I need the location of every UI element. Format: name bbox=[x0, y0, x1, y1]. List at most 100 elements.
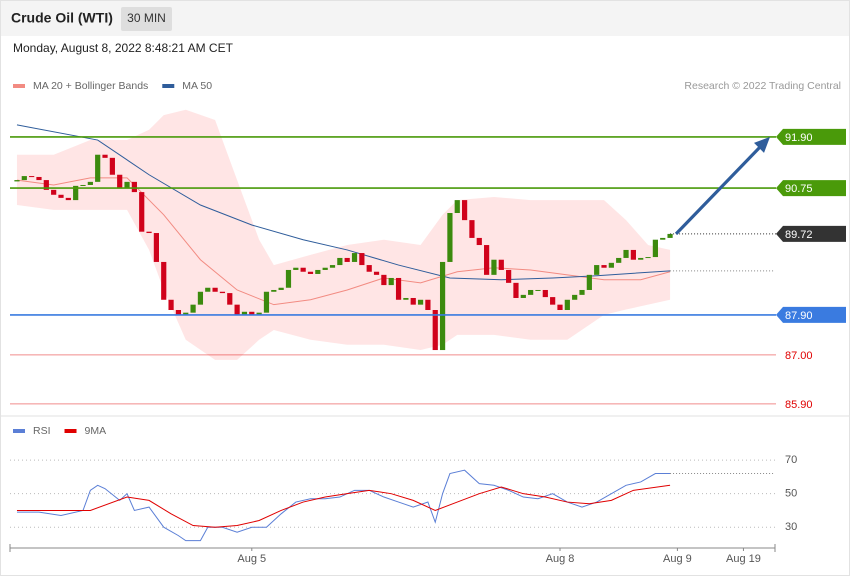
candle bbox=[109, 157, 115, 175]
candle bbox=[117, 174, 123, 189]
interval-badge[interactable] bbox=[121, 7, 172, 31]
candle bbox=[278, 287, 284, 290]
candle bbox=[351, 253, 358, 262]
candle bbox=[645, 257, 651, 259]
candle bbox=[102, 154, 108, 158]
candle bbox=[579, 289, 585, 295]
x-tick-label: Aug 5 bbox=[237, 553, 266, 565]
candle bbox=[322, 267, 328, 270]
candle bbox=[447, 213, 453, 262]
candle bbox=[161, 261, 167, 300]
candle bbox=[307, 271, 314, 274]
y-tick-label: 30 bbox=[785, 521, 797, 533]
candle bbox=[219, 291, 226, 294]
candle bbox=[285, 269, 292, 288]
candle bbox=[263, 291, 270, 313]
candle bbox=[476, 237, 482, 246]
candle bbox=[601, 265, 607, 268]
candle bbox=[234, 304, 240, 315]
level-label: 85.90 bbox=[785, 399, 813, 411]
level-tag bbox=[776, 180, 846, 197]
candle bbox=[73, 185, 79, 201]
candle bbox=[227, 293, 233, 305]
candle bbox=[131, 181, 137, 193]
candle bbox=[183, 312, 189, 315]
candle bbox=[395, 277, 402, 300]
candle bbox=[623, 249, 629, 258]
candle bbox=[168, 299, 174, 310]
candle bbox=[506, 269, 512, 283]
candle bbox=[432, 310, 438, 351]
candle bbox=[484, 245, 490, 275]
candle bbox=[315, 269, 321, 274]
candle bbox=[667, 233, 673, 238]
source: Research © 2022 Trading Central bbox=[684, 80, 841, 92]
level-tag bbox=[776, 128, 846, 145]
candle bbox=[616, 257, 622, 263]
candle bbox=[344, 257, 350, 262]
x-tick-label: Aug 8 bbox=[546, 553, 575, 565]
candle bbox=[205, 287, 211, 292]
y-tick-label: 70 bbox=[785, 454, 797, 466]
candle bbox=[638, 257, 644, 260]
candle bbox=[300, 267, 306, 272]
candle bbox=[557, 304, 563, 310]
candle bbox=[535, 289, 541, 291]
candle bbox=[550, 297, 556, 305]
candle bbox=[153, 233, 159, 262]
line-series bbox=[16, 177, 671, 306]
candle bbox=[175, 310, 182, 315]
candle bbox=[337, 257, 343, 266]
candle bbox=[256, 312, 262, 315]
legend-swatch bbox=[64, 429, 77, 433]
line-series bbox=[16, 484, 671, 528]
candle bbox=[29, 176, 35, 178]
candle bbox=[359, 253, 365, 266]
candle bbox=[608, 262, 614, 268]
legend-label: 9MA bbox=[85, 425, 107, 437]
forecast-arrowhead bbox=[754, 136, 770, 153]
candle bbox=[146, 231, 152, 234]
candle bbox=[241, 311, 248, 315]
candle bbox=[197, 291, 204, 305]
candle bbox=[139, 192, 145, 232]
candle bbox=[212, 287, 218, 292]
candle bbox=[124, 181, 130, 189]
level-label: 89.72 bbox=[785, 229, 813, 241]
candle bbox=[21, 176, 27, 181]
legend-swatch bbox=[13, 84, 25, 88]
candle bbox=[95, 154, 101, 182]
candle bbox=[630, 249, 636, 260]
candle bbox=[572, 294, 578, 300]
level-label: 87.90 bbox=[785, 310, 813, 322]
candle bbox=[660, 237, 666, 240]
interval[interactable]: 30 MIN bbox=[127, 11, 166, 25]
candle bbox=[381, 274, 387, 286]
candle bbox=[14, 180, 20, 182]
candle bbox=[329, 265, 336, 268]
legend-swatch bbox=[13, 429, 25, 433]
candle bbox=[87, 181, 93, 185]
candle bbox=[513, 282, 519, 298]
level-tag bbox=[776, 225, 846, 242]
candle bbox=[461, 200, 468, 221]
timestamp: Monday, August 8, 2022 8:48:21 AM CET bbox=[13, 41, 234, 55]
candle bbox=[469, 220, 475, 238]
x-tick-label: Aug 9 bbox=[663, 553, 692, 565]
candle bbox=[58, 194, 64, 198]
candle bbox=[520, 294, 526, 298]
bollinger-band bbox=[16, 109, 671, 360]
line-series bbox=[16, 469, 671, 542]
legend-label: MA 50 bbox=[182, 80, 212, 92]
candle bbox=[594, 265, 600, 275]
candle bbox=[388, 277, 394, 286]
candle bbox=[652, 239, 658, 258]
candle bbox=[249, 311, 255, 315]
candle bbox=[51, 189, 57, 195]
candle bbox=[425, 299, 431, 310]
candle bbox=[454, 200, 460, 214]
candle bbox=[439, 261, 446, 351]
legend-swatch bbox=[162, 84, 175, 88]
candle bbox=[403, 297, 409, 300]
